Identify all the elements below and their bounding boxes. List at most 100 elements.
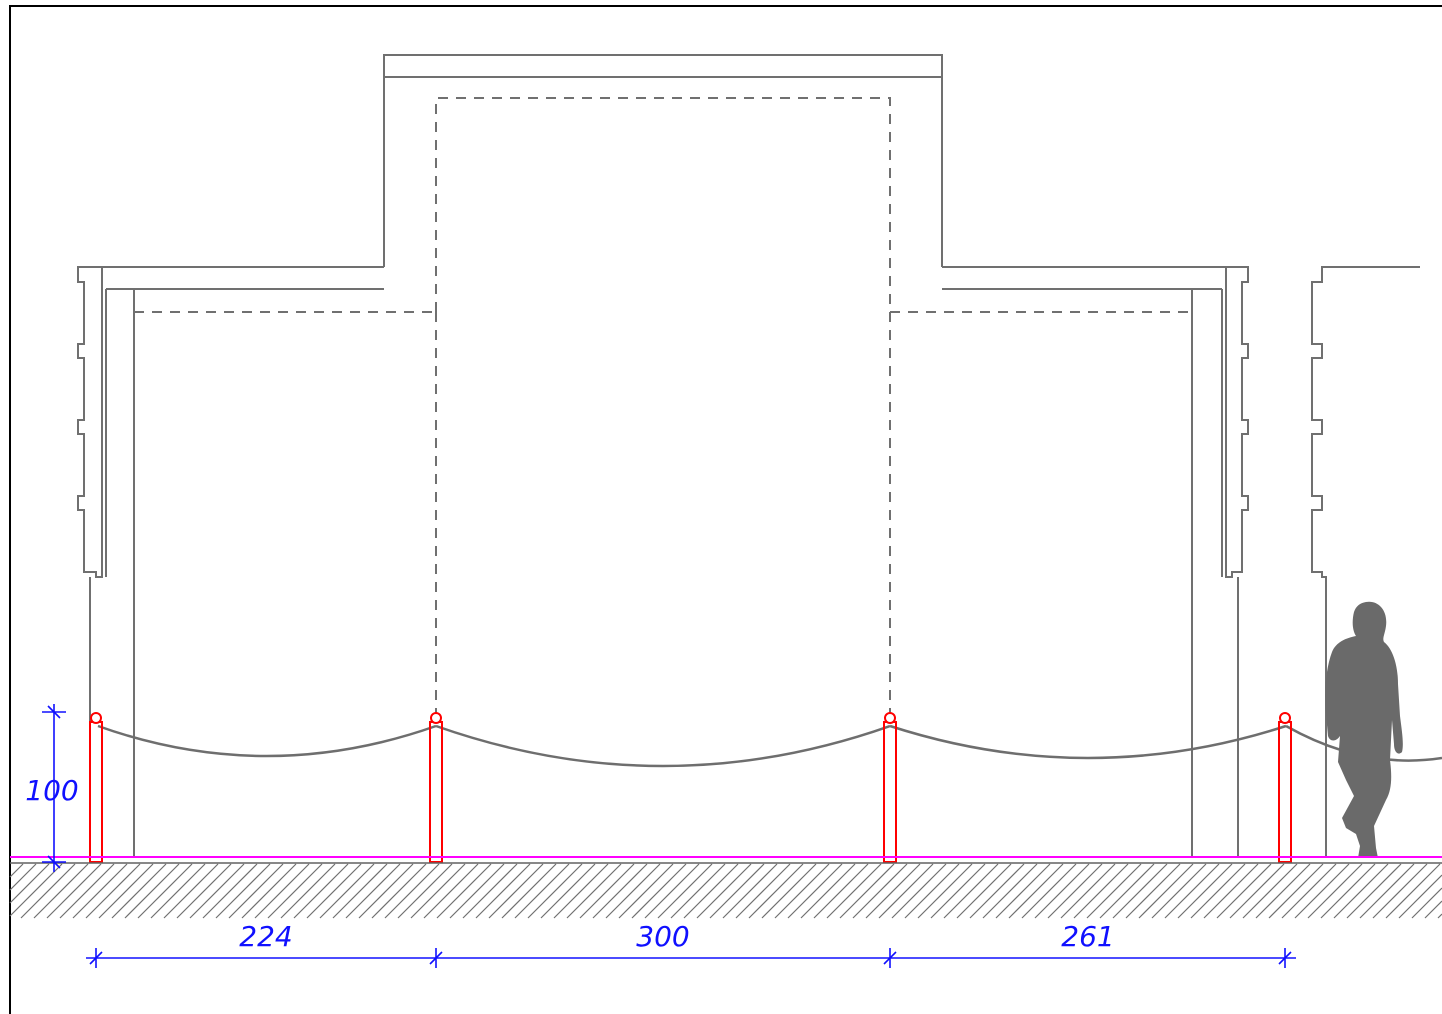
hatch-line (645, 864, 699, 918)
rope-span-3 (890, 726, 1286, 758)
hatch-line (775, 864, 829, 918)
hatch-line (502, 864, 556, 918)
hatch-line (905, 864, 959, 918)
hatch-line (424, 864, 478, 918)
hatch-line (1347, 864, 1401, 918)
hatch-line (320, 864, 374, 918)
hatch-line (255, 864, 309, 918)
hatch-line (1360, 864, 1414, 918)
hatch-line (957, 864, 1011, 918)
hatch-line (1165, 864, 1219, 918)
hatch-line (151, 864, 205, 918)
hatch-line (99, 864, 153, 918)
span-dimension-label-2: 300 (636, 920, 689, 953)
ground-line (10, 857, 1442, 863)
hatch-line (944, 864, 998, 918)
hatch-line (1412, 888, 1442, 918)
hatch-line (1191, 864, 1245, 918)
hatch-line (190, 864, 244, 918)
hatch-line (879, 864, 933, 918)
barrier-post-2 (430, 713, 442, 862)
hatch-line (1399, 875, 1442, 918)
hatch-line (853, 864, 907, 918)
hatch-line (671, 864, 725, 918)
hatch-line (1074, 864, 1128, 918)
barrier-post-4 (1279, 713, 1291, 862)
hatch-line (268, 864, 322, 918)
hatch-line (1035, 864, 1089, 918)
hatch-line (918, 864, 972, 918)
span-dimension-label-1: 224 (239, 920, 292, 953)
hatch-line (21, 864, 75, 918)
hatch-line (931, 864, 985, 918)
hatch-line (866, 864, 920, 918)
hatch-line (840, 864, 894, 918)
hatch-line (1152, 864, 1206, 918)
hatch-line (229, 864, 283, 918)
hatch-line (528, 864, 582, 918)
hatch-line (411, 864, 465, 918)
hatch-line (710, 864, 764, 918)
hatch-line (372, 864, 426, 918)
rope-span-2 (436, 726, 890, 766)
hatch-line (203, 864, 257, 918)
rope-span-1 (98, 726, 436, 756)
hatch-line (1243, 864, 1297, 918)
hatch-line (1308, 864, 1362, 918)
hatch-line (1087, 864, 1141, 918)
hatch-line (827, 864, 881, 918)
hatch-line (892, 864, 946, 918)
hatch-line (476, 864, 530, 918)
hatch-line (164, 864, 218, 918)
hatch-line (658, 864, 712, 918)
hatch-line (450, 864, 504, 918)
span-dimension-label-3: 261 (1061, 920, 1114, 953)
hatch-line (1204, 864, 1258, 918)
hatch-line (970, 864, 1024, 918)
hatch-line (749, 864, 803, 918)
hatch-line (346, 864, 400, 918)
hatch-line (281, 864, 335, 918)
barrier-post-3 (884, 713, 896, 862)
hatch-line (1139, 864, 1193, 918)
hatch-line (1061, 864, 1115, 918)
height-dimension: 100 (25, 704, 78, 872)
hatch-line (1438, 914, 1442, 918)
hatch-line (125, 864, 179, 918)
hatch-line (983, 864, 1037, 918)
hatch-line (814, 864, 868, 918)
hatch-line (567, 864, 621, 918)
hatch-line (619, 864, 673, 918)
ground-hatching (10, 864, 1442, 918)
hatch-line (138, 864, 192, 918)
hatch-line (1217, 864, 1271, 918)
hatch-line (1321, 864, 1375, 918)
hatch-line (1425, 901, 1442, 918)
hatch-line (541, 864, 595, 918)
hatch-line (34, 864, 88, 918)
hatch-line (73, 864, 127, 918)
hatch-line (47, 864, 101, 918)
hatch-line (684, 864, 738, 918)
hatch-line (1178, 864, 1232, 918)
hatch-line (1100, 864, 1154, 918)
barrier-ropes (98, 726, 1442, 766)
hatch-line (10, 864, 23, 877)
hatch-line (996, 864, 1050, 918)
hatch-line (307, 864, 361, 918)
hatch-line (463, 864, 517, 918)
hatch-line (1334, 864, 1388, 918)
hatch-line (60, 864, 114, 918)
hatch-line (1386, 864, 1440, 918)
hatch-line (216, 864, 270, 918)
hatch-line (242, 864, 296, 918)
hatch-line (580, 864, 634, 918)
hatch-line (1048, 864, 1102, 918)
hatch-line (606, 864, 660, 918)
hidden-lines (134, 98, 1192, 718)
hatch-line (1022, 864, 1076, 918)
hatch-line (736, 864, 790, 918)
hatch-line (385, 864, 439, 918)
hatch-line (1282, 864, 1336, 918)
